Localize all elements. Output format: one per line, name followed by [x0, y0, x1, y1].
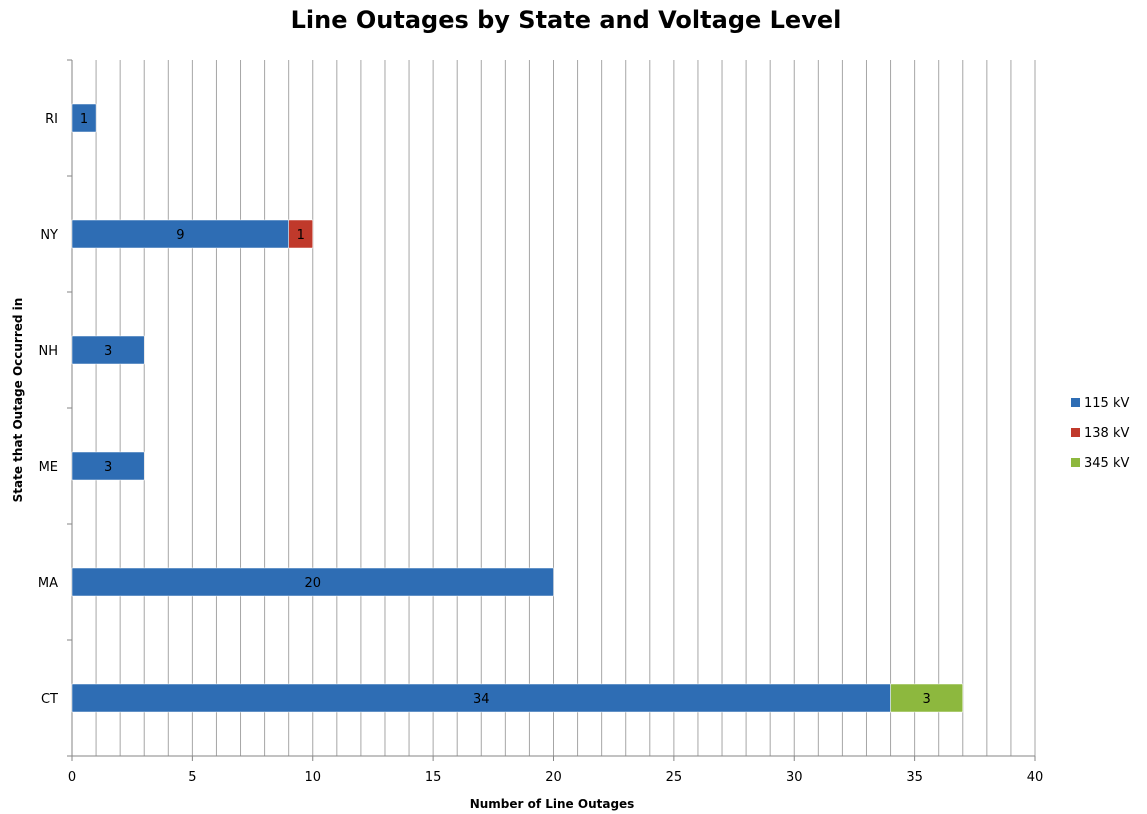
y-tick-label: RI	[45, 112, 58, 127]
y-tick-label: NH	[39, 344, 59, 359]
x-tick-label: 20	[545, 770, 562, 785]
data-label: 1	[80, 112, 88, 127]
data-label: 1	[297, 228, 305, 243]
x-tick-label: 40	[1027, 770, 1044, 785]
x-tick-label: 5	[188, 770, 196, 785]
bar-segment	[71, 219, 289, 249]
y-axis-title: State that Outage Occurred in	[11, 298, 25, 503]
x-tick-label: 15	[425, 770, 442, 785]
axis-layer: 0 5 10 15 20 25 30 35 40	[67, 59, 1044, 785]
legend: 115 kV 138 kV 345 kV	[1071, 396, 1129, 471]
bar-segment	[890, 683, 964, 713]
bar-segment	[288, 219, 313, 249]
bar-segment	[71, 103, 97, 133]
legend-swatch	[1071, 458, 1080, 467]
x-tick-label: 25	[666, 770, 683, 785]
x-tick-label: 0	[68, 770, 76, 785]
chart-title: Line Outages by State and Voltage Level	[291, 6, 842, 34]
data-label: 9	[176, 228, 184, 243]
bar-segment	[71, 451, 145, 481]
data-label: 3	[923, 692, 931, 707]
bar-segment	[71, 567, 554, 597]
data-label: 20	[304, 576, 321, 591]
y-tick-label: CT	[41, 692, 58, 707]
x-tick-label: 30	[786, 770, 803, 785]
legend-swatch	[1071, 398, 1080, 407]
x-tick-label: 10	[304, 770, 321, 785]
data-label: 34	[473, 692, 490, 707]
legend-swatch	[1071, 428, 1080, 437]
grid-layer	[95, 60, 1036, 756]
legend-label: 138 kV	[1084, 426, 1129, 441]
x-tick-label: 35	[906, 770, 923, 785]
x-axis-title: Number of Line Outages	[470, 797, 635, 811]
legend-label: 115 kV	[1084, 396, 1129, 411]
labels-layer: RI 1 NY 9 1 NH 3 ME 3 MA 20 CT 34 3	[38, 112, 931, 707]
data-label: 3	[104, 460, 112, 475]
y-tick-label: NY	[40, 228, 58, 243]
bars-layer	[71, 103, 964, 713]
y-tick-label: MA	[38, 576, 58, 591]
data-label: 3	[104, 344, 112, 359]
bar-segment	[71, 335, 145, 365]
y-tick-label: ME	[39, 460, 58, 475]
legend-label: 345 kV	[1084, 456, 1129, 471]
